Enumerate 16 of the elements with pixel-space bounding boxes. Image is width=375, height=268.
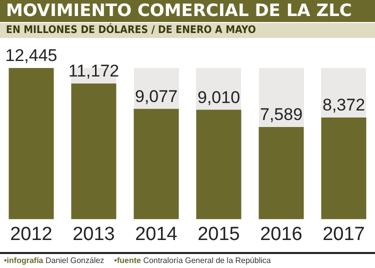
x-tick-label: 2017 — [322, 224, 365, 245]
text: •infografía Daniel González — [4, 256, 104, 265]
x-tick-label: 2015 — [198, 224, 240, 245]
data-label: 8,372 — [322, 96, 366, 115]
chart-subtitle: EN MILLONES DE DÓLARES / DE ENERO A MAYO — [0, 23, 375, 38]
data-label: 11,172 — [68, 62, 120, 81]
chart-title: MOVIMIENTO COMERCIAL DE LA ZLC — [0, 0, 375, 22]
x-tick-label: 2014 — [135, 224, 178, 245]
data-label: 12,445 — [5, 46, 58, 66]
data-label: 7,589 — [260, 105, 303, 124]
data-label: 9,077 — [134, 87, 178, 106]
text: •fuente Contraloría General de la República — [114, 256, 271, 265]
x-tick-label: 2013 — [72, 224, 115, 245]
x-tick-label: 2012 — [10, 224, 52, 245]
x-tick-label: 2016 — [260, 224, 302, 245]
data-label: 9,010 — [197, 88, 240, 107]
